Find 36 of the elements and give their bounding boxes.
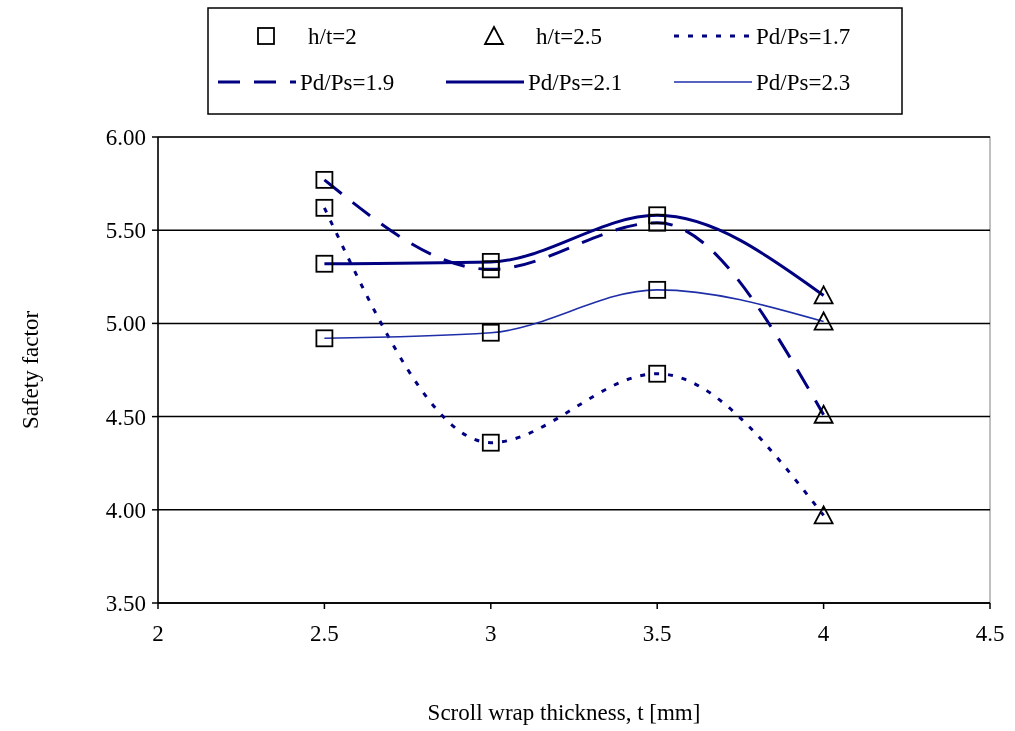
point (481, 252, 500, 271)
point (813, 404, 834, 424)
legend-label: h/t=2 (308, 24, 357, 49)
legend-label: Pd/Ps=1.7 (756, 24, 851, 49)
point (481, 323, 500, 342)
point (813, 311, 834, 331)
x-tick-label: 2.5 (310, 621, 339, 646)
y-tick-label: 6.00 (105, 125, 146, 151)
point (315, 329, 334, 348)
x-tick-label: 2 (152, 621, 164, 646)
point (648, 364, 667, 383)
point (813, 285, 834, 305)
legend-label: Pd/Ps=2.3 (756, 70, 851, 95)
y-tick-label: 3.50 (105, 591, 146, 617)
y-tick-label: 4.00 (105, 497, 146, 523)
point (648, 206, 667, 225)
y-tick-label: 5.00 (105, 311, 146, 337)
legend-label: Pd/Ps=1.9 (300, 70, 395, 95)
x-tick-label: 4.5 (975, 621, 1005, 646)
y-tick-label: 5.50 (105, 218, 146, 244)
x-tick-label: 3.5 (642, 621, 672, 646)
point (315, 254, 334, 273)
y-tick-label: 4.50 (105, 404, 146, 430)
point (315, 170, 334, 189)
point (648, 280, 667, 299)
point (813, 505, 834, 525)
point (648, 213, 667, 232)
point (481, 433, 500, 452)
point (315, 198, 334, 217)
x-axis-title: Scroll wrap thickness, t [mm] (427, 700, 701, 725)
x-tick-label: 3 (485, 621, 497, 646)
x-tick-label: 4 (817, 621, 830, 646)
legend-label: h/t=2.5 (536, 24, 603, 49)
legend-label: Pd/Ps=2.1 (528, 70, 623, 95)
y-axis-title: Safety factor (18, 310, 43, 430)
point (481, 260, 500, 279)
